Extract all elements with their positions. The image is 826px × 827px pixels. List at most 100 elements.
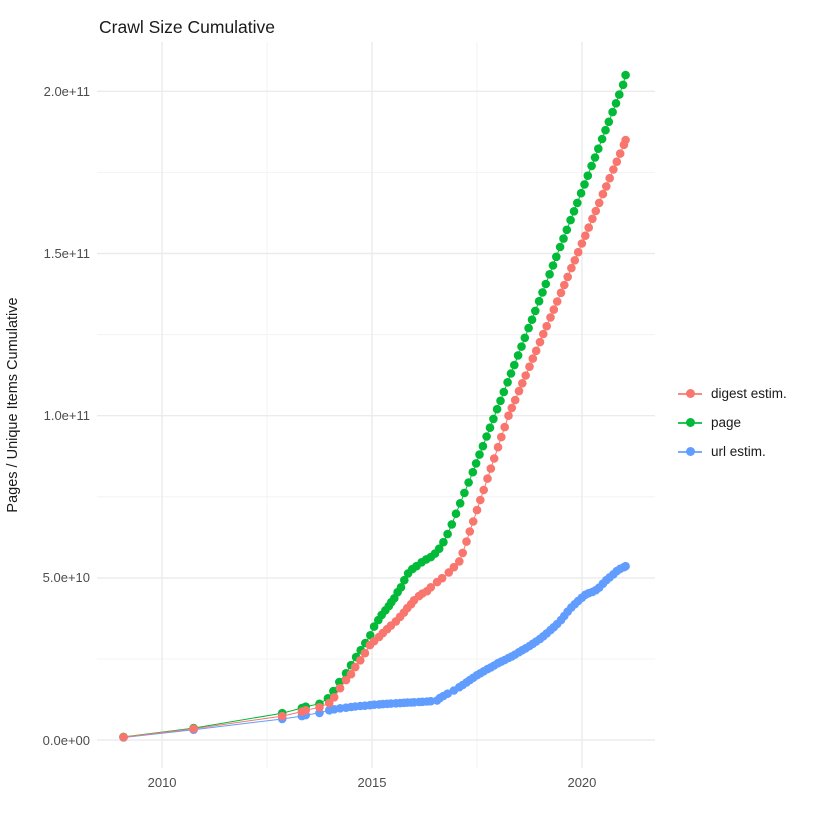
data-point xyxy=(315,703,324,712)
data-point xyxy=(479,485,489,495)
legend-label: digest estim. xyxy=(711,386,787,401)
data-point xyxy=(324,698,334,708)
data-point xyxy=(594,144,603,153)
data-point xyxy=(602,182,611,191)
y-tick-label-0: 0.0e+00 xyxy=(42,732,90,748)
data-point xyxy=(472,505,482,515)
data-point xyxy=(549,305,559,314)
data-point xyxy=(468,517,478,526)
data-point xyxy=(439,537,448,547)
data-point xyxy=(538,288,547,297)
data-point xyxy=(346,669,356,679)
legend-item-page: page xyxy=(678,408,787,437)
data-point xyxy=(552,297,562,306)
data-point xyxy=(528,354,538,363)
data-point xyxy=(486,464,496,473)
data-point xyxy=(559,234,568,243)
data-point xyxy=(583,171,593,180)
x-tick-label-1: 2015 xyxy=(357,775,387,790)
x-tick-label-0: 2010 xyxy=(147,775,177,790)
data-point xyxy=(591,206,601,216)
data-point xyxy=(527,315,537,325)
data-point xyxy=(460,488,469,498)
data-point xyxy=(496,396,505,406)
data-point xyxy=(618,80,628,90)
data-point xyxy=(335,683,345,693)
data-point xyxy=(590,153,600,162)
series-url-estim xyxy=(119,561,630,742)
legend: digest estim. page url estim. xyxy=(678,379,787,466)
data-point xyxy=(562,225,572,235)
data-point xyxy=(426,696,436,706)
data-point xyxy=(612,157,622,166)
data-point xyxy=(301,706,311,715)
data-point xyxy=(587,161,596,171)
data-point xyxy=(615,90,624,99)
data-point xyxy=(514,386,524,396)
data-point xyxy=(485,423,495,433)
data-point xyxy=(510,395,520,405)
data-point xyxy=(524,323,533,333)
data-point xyxy=(525,362,534,372)
data-point xyxy=(601,125,610,135)
data-point xyxy=(455,499,465,508)
data-point xyxy=(621,70,630,80)
data-point xyxy=(499,387,509,397)
data-point xyxy=(535,337,545,347)
data-point xyxy=(506,369,516,378)
data-point xyxy=(542,321,551,331)
data-point xyxy=(503,378,512,387)
data-point xyxy=(531,346,541,356)
data-point xyxy=(329,693,339,702)
data-point xyxy=(464,478,473,487)
y-tick-label-4: 2.0e+11 xyxy=(43,83,90,99)
data-point xyxy=(396,583,406,592)
data-point xyxy=(546,313,555,322)
data-point xyxy=(434,544,444,553)
data-point xyxy=(556,288,566,298)
data-point xyxy=(455,557,464,566)
data-point xyxy=(350,662,360,672)
data-point xyxy=(119,732,128,742)
data-point xyxy=(507,403,517,413)
data-point xyxy=(615,149,625,158)
data-point xyxy=(493,442,503,452)
data-point xyxy=(437,573,447,583)
data-point xyxy=(560,280,569,290)
data-point xyxy=(189,724,198,733)
data-point xyxy=(510,360,519,370)
data-point xyxy=(400,575,409,585)
data-point xyxy=(576,188,586,198)
data-point xyxy=(458,548,468,558)
y-tick-label-1: 5.0e+10 xyxy=(42,570,90,586)
data-point xyxy=(277,711,287,721)
data-point xyxy=(426,583,436,592)
data-point xyxy=(594,198,604,208)
data-point xyxy=(475,450,484,459)
data-point xyxy=(504,411,513,421)
data-point xyxy=(471,459,481,468)
legend-item-digest-estim: digest estim. xyxy=(678,379,787,408)
data-point xyxy=(570,255,580,265)
series-line xyxy=(123,139,627,738)
y-tick-label-2: 1.0e+11 xyxy=(43,408,90,424)
chart-title: Crawl Size Cumulative xyxy=(99,16,276,37)
data-point xyxy=(605,173,614,183)
y-axis-label: Pages / Unique Items Cumulative xyxy=(5,297,21,513)
data-point xyxy=(482,432,491,441)
legend-key-icon xyxy=(678,386,702,402)
legend-key-icon xyxy=(678,444,702,460)
data-point xyxy=(500,422,510,432)
data-point xyxy=(468,467,478,477)
data-point xyxy=(541,279,551,289)
data-point xyxy=(621,135,630,145)
data-point xyxy=(597,134,607,144)
data-point xyxy=(447,520,457,529)
data-point xyxy=(548,261,558,270)
data-point xyxy=(492,404,502,414)
data-point xyxy=(577,239,587,248)
data-point xyxy=(465,527,475,536)
data-point xyxy=(563,272,572,282)
series-line xyxy=(123,565,626,738)
